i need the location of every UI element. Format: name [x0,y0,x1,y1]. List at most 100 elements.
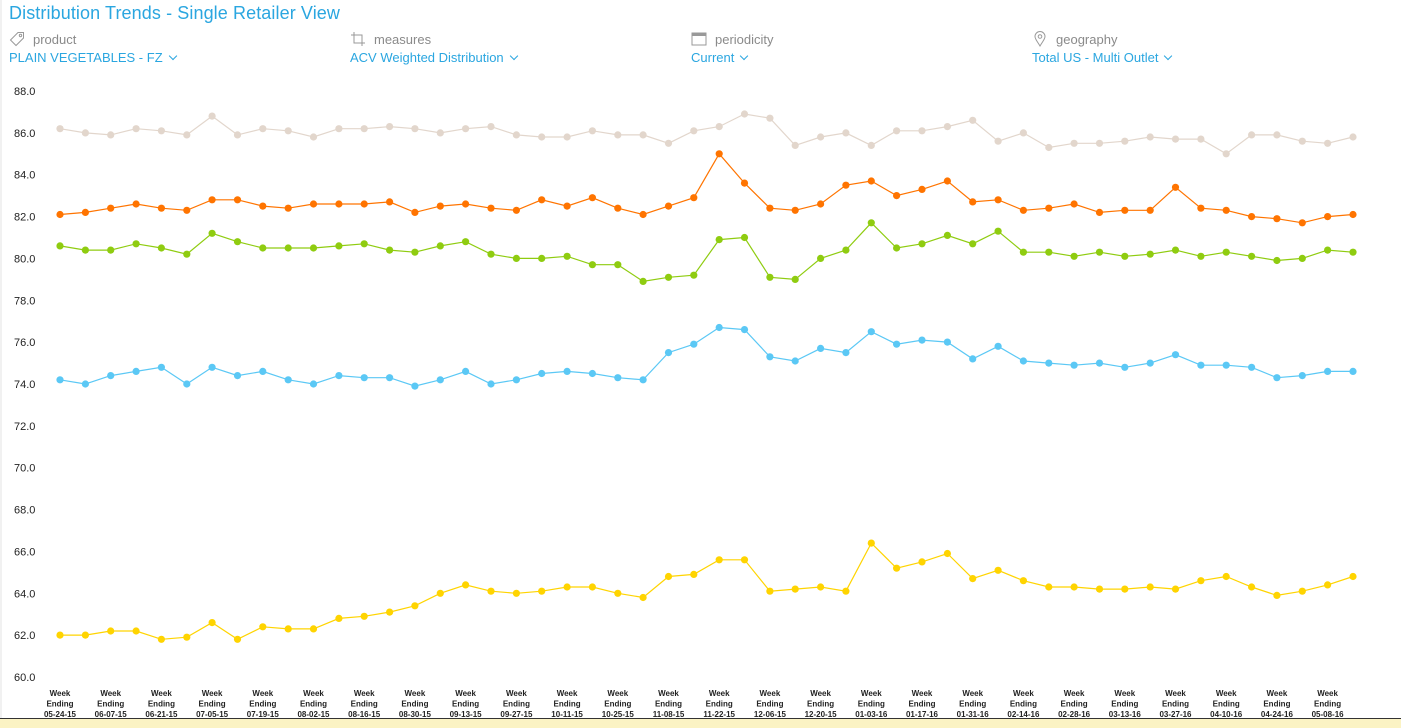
series-orange-point[interactable] [1222,206,1230,214]
measures-dropdown[interactable]: ACV Weighted Distribution [350,50,518,65]
series-beige-point[interactable] [969,116,977,124]
series-beige-point[interactable] [1298,137,1306,145]
series-orange-point[interactable] [309,200,318,208]
series-green-point[interactable] [1019,248,1027,256]
series-green-point[interactable] [588,261,597,269]
series-yellow-point[interactable] [943,549,952,558]
series-blue-point[interactable] [791,357,799,365]
series-blue-point[interactable] [436,376,444,384]
series-blue-point[interactable] [386,374,394,382]
series-orange-point[interactable] [1197,204,1205,212]
series-orange-point[interactable] [614,204,622,212]
series-orange-point[interactable] [1171,183,1180,191]
series-orange-point[interactable] [208,196,216,204]
series-green-point[interactable] [1349,248,1357,256]
series-yellow-point[interactable] [1222,572,1230,581]
series-beige-point[interactable] [411,125,419,133]
series-green-point[interactable] [690,271,698,279]
series-yellow-point[interactable] [614,589,622,597]
series-green-point[interactable] [132,240,140,248]
series-green-point[interactable] [487,250,495,258]
series-orange-point[interactable] [233,196,242,204]
series-blue-point[interactable] [766,353,774,361]
series-beige-point[interactable] [614,131,622,139]
series-yellow-point[interactable] [842,587,850,595]
series-orange-point[interactable] [335,200,343,208]
series-blue-point[interactable] [56,376,64,384]
series-yellow-point[interactable] [994,566,1002,574]
series-orange-point[interactable] [588,194,597,202]
series-beige-point[interactable] [867,141,875,149]
series-green-point[interactable] [1095,248,1104,256]
series-beige-point[interactable] [462,125,470,133]
series-orange-point[interactable] [487,204,495,212]
series-green-point[interactable] [1273,256,1281,265]
series-beige-point[interactable] [56,125,64,133]
series-blue-point[interactable] [1095,359,1104,367]
series-beige-point[interactable] [132,125,140,133]
series-blue-point[interactable] [1019,357,1027,365]
series-blue-point[interactable] [1197,361,1205,369]
series-yellow-point[interactable] [436,589,444,597]
series-yellow-point[interactable] [664,572,673,581]
series-blue-point[interactable] [360,374,368,382]
series-blue-point[interactable] [1273,374,1281,382]
series-yellow-point[interactable] [791,585,799,593]
series-green-point[interactable] [1121,252,1129,260]
series-green-point[interactable] [56,242,64,250]
series-beige-point[interactable] [81,129,89,137]
series-blue-point[interactable] [740,326,749,334]
series-green-point[interactable] [1222,248,1230,256]
series-green-point[interactable] [107,246,115,254]
series-yellow-point[interactable] [512,589,521,597]
series-blue-point[interactable] [817,344,825,352]
series-blue-point[interactable] [588,369,597,378]
series-yellow-point[interactable] [81,631,89,639]
series-orange-point[interactable] [690,194,698,202]
series-yellow-point[interactable] [1349,572,1357,581]
series-orange-point[interactable] [969,198,977,206]
series-yellow-point[interactable] [690,570,698,579]
series-green-point[interactable] [1298,254,1306,262]
series-blue-point[interactable] [614,374,622,382]
series-orange-point[interactable] [1045,204,1053,212]
series-green-point[interactable] [842,246,850,254]
series-blue-point[interactable] [309,380,318,388]
series-green-point[interactable] [664,273,673,281]
series-beige-point[interactable] [943,123,952,131]
series-green-point[interactable] [1171,246,1180,254]
series-green-point[interactable] [740,233,749,242]
series-yellow-point[interactable] [462,581,470,589]
series-blue-point[interactable] [994,342,1002,350]
series-yellow-point[interactable] [411,602,419,610]
series-beige-point[interactable] [512,131,521,139]
series-beige-point[interactable] [740,110,749,118]
series-green-point[interactable] [1070,252,1078,260]
series-yellow-point[interactable] [1298,587,1306,595]
series-yellow-point[interactable] [1324,581,1332,589]
series-green-point[interactable] [157,244,165,252]
series-blue-point[interactable] [1070,361,1078,369]
series-orange-point[interactable] [1298,219,1306,227]
series-green-point[interactable] [538,254,546,262]
series-beige-point[interactable] [538,133,546,141]
series-blue-point[interactable] [715,323,723,332]
series-yellow-point[interactable] [1045,583,1053,591]
series-blue-point[interactable] [335,372,343,380]
series-yellow-point[interactable] [969,575,977,583]
series-blue-point[interactable] [1171,351,1180,359]
series-yellow-point[interactable] [817,583,825,591]
series-orange-point[interactable] [538,196,546,204]
series-blue-point[interactable] [563,367,571,375]
series-blue-point[interactable] [918,336,926,344]
series-blue-point[interactable] [487,380,495,388]
series-blue-point[interactable] [462,367,470,375]
series-blue-point[interactable] [183,380,191,388]
series-blue-point[interactable] [512,376,521,384]
series-orange-point[interactable] [462,200,470,208]
series-beige-point[interactable] [563,133,571,141]
series-blue-point[interactable] [107,372,115,380]
series-green-point[interactable] [386,246,394,254]
series-orange-point[interactable] [1349,210,1357,219]
series-blue-point[interactable] [639,376,647,384]
